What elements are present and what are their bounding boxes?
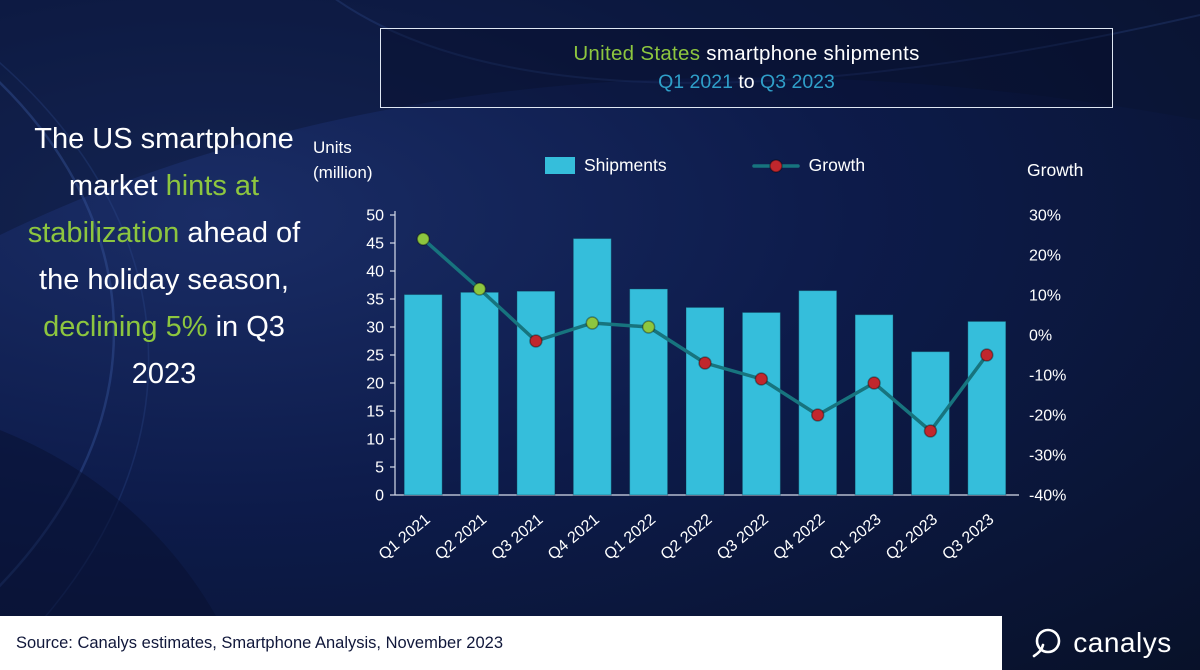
growth-marker — [641, 320, 656, 334]
text-segment: Q3 2023 — [760, 71, 835, 93]
y-axis-tick-label: 30 — [366, 320, 384, 337]
shipments-bar — [516, 290, 556, 496]
x-axis-tick-label: Q4 2021 — [545, 511, 603, 564]
y-axis-tick-label: 15 — [366, 404, 384, 421]
growth-marker — [754, 372, 769, 386]
shipments-bar — [798, 290, 838, 496]
shipments-bar — [629, 288, 669, 496]
y-axis-tick-label: 5 — [375, 460, 384, 477]
right-axis-title: Growth — [1027, 160, 1084, 180]
growth-marker — [923, 424, 938, 438]
y-axis-tick-label: 40 — [366, 264, 384, 281]
shipments-bar — [910, 351, 950, 496]
legend-label-growth: Growth — [808, 155, 866, 175]
chart-area: 0 5 10 15 20 25 30 35 40 45 50 -40% -30% -20% -10% 0% 10… — [310, 200, 1100, 610]
growth-marker — [416, 232, 430, 246]
x-axis-tick-label: Q1 2023 — [827, 511, 885, 564]
growth-marker — [980, 348, 994, 362]
x-axis-tick-label: Q3 2023 — [939, 511, 997, 564]
right-axis-tick-label: -30% — [1029, 448, 1066, 465]
text-segment: in Q3 2023 — [131, 310, 285, 390]
y-axis-tick-label: 35 — [366, 292, 384, 309]
text-segment: to — [732, 71, 761, 93]
growth-swatch-icon — [751, 158, 800, 173]
y-axis-tick-label: 45 — [366, 236, 384, 253]
x-axis-tick-label: Q1 2022 — [601, 511, 659, 564]
right-axis-tick-label: -40% — [1029, 488, 1066, 505]
x-axis-tick-label: Q4 2022 — [770, 511, 828, 564]
footer-bar: Source: Canalys estimates, Smartphone An… — [0, 616, 1200, 670]
text-segment: smartphone shipments — [700, 42, 920, 65]
shipments-bar — [741, 311, 781, 496]
text-segment: hints at stabilization — [27, 169, 260, 249]
growth-marker — [585, 316, 600, 330]
x-axis-tick-label: Q3 2021 — [489, 511, 547, 564]
growth-marker — [867, 376, 881, 390]
right-axis-tick-label: 10% — [1029, 288, 1061, 305]
x-axis-tick-label: Q2 2023 — [883, 511, 941, 564]
y-axis-tick-label: 20 — [366, 376, 384, 393]
chart-title-line1: United States smartphone shipments — [573, 42, 919, 66]
shipments-bar — [967, 320, 1007, 496]
legend-label-shipments: Shipments — [583, 155, 667, 175]
x-axis-tick-label: Q2 2021 — [432, 511, 490, 564]
headline-text: The US smartphone market hints at stabil… — [26, 116, 302, 398]
x-axis-tick-label: Q1 2021 — [376, 511, 434, 564]
text-segment: United States — [573, 42, 701, 65]
growth-marker — [698, 356, 712, 370]
chart-legend: Shipments Growth — [395, 155, 1015, 176]
growth-marker — [472, 282, 487, 296]
x-axis-tick-label: Q3 2022 — [714, 511, 772, 564]
shipments-bar — [685, 306, 725, 496]
shipments-swatch-icon — [544, 157, 575, 174]
x-axis-tick-label: Q2 2022 — [658, 511, 716, 564]
canalys-logo-text: canalys — [1073, 627, 1172, 658]
canalys-logo: canalys — [1002, 616, 1200, 670]
right-axis-tick-label: -20% — [1029, 408, 1066, 425]
chart-title-line2: Q1 2021 to Q3 2023 — [658, 71, 835, 94]
right-axis-tick-label: 30% — [1029, 208, 1061, 225]
right-axis-tick-label: 20% — [1029, 248, 1061, 265]
growth-marker — [529, 334, 543, 348]
text-segment: ahead of the holiday season, — [39, 216, 301, 296]
growth-marker — [810, 408, 825, 422]
shipments-bar — [854, 314, 894, 496]
legend-item-shipments: Shipments — [544, 155, 667, 176]
shipments-bar — [460, 291, 500, 496]
shipments-bar — [572, 238, 612, 496]
canalys-logo-icon — [1032, 628, 1061, 658]
y-axis-tick-label: 0 — [375, 488, 384, 505]
left-axis-title: Units (million) — [313, 138, 373, 182]
y-axis-tick-label: 50 — [366, 208, 384, 225]
legend-item-growth: Growth — [751, 155, 866, 176]
source-note: Source: Canalys estimates, Smartphone An… — [0, 616, 1002, 670]
chart-title-box: United States smartphone shipments Q1 20… — [380, 28, 1113, 108]
right-axis-tick-label: -10% — [1029, 368, 1066, 385]
y-axis-tick-label: 10 — [366, 432, 384, 449]
combo-chart: 0 5 10 15 20 25 30 35 40 45 50 -40% -30% -20% -10% 0% 10… — [366, 208, 1066, 564]
shipments-bar — [403, 294, 443, 496]
text-segment: declining 5% — [43, 310, 208, 343]
y-axis-tick-label: 25 — [366, 348, 384, 365]
text-segment: The US smartphone market — [34, 123, 294, 202]
right-axis-tick-label: 0% — [1029, 328, 1052, 345]
text-segment: Q1 2021 — [658, 71, 733, 93]
